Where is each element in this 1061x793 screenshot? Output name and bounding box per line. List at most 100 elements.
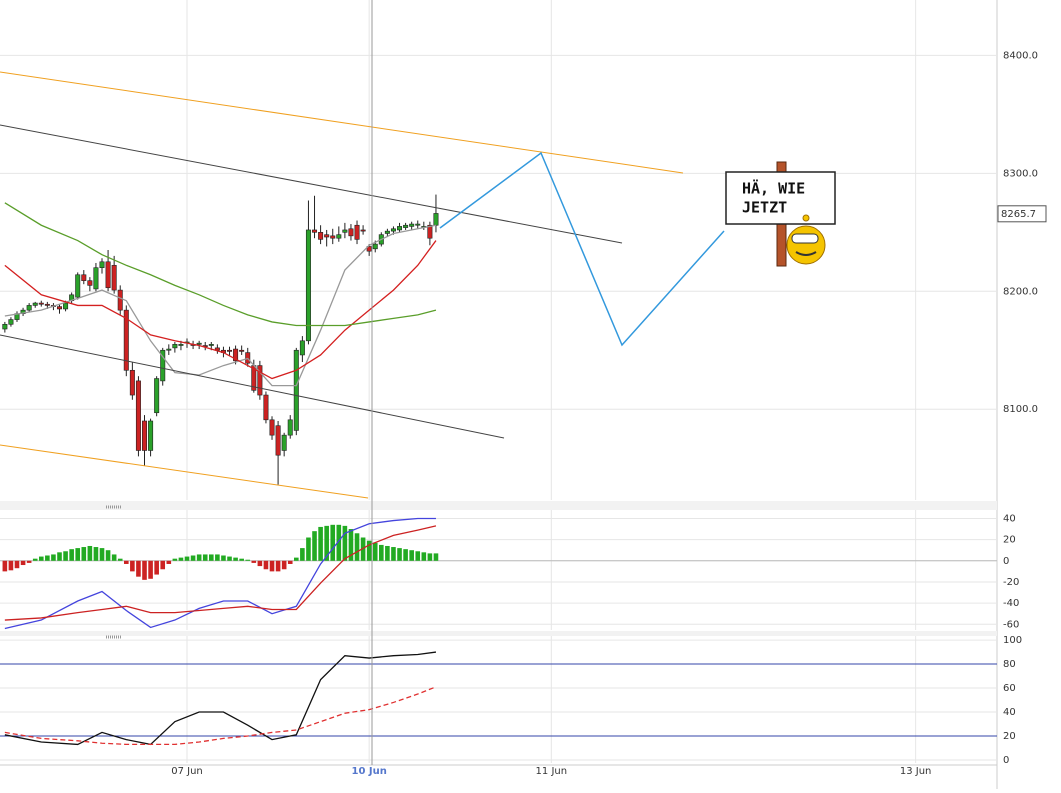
- histogram-bar: [209, 554, 214, 561]
- histogram-bar: [336, 524, 342, 561]
- sign-text: HÄ, WIE: [742, 179, 805, 198]
- histogram-bar: [330, 524, 336, 561]
- histogram-bar: [409, 550, 414, 561]
- candle-body: [342, 229, 348, 233]
- histogram-bar: [415, 551, 421, 561]
- histogram-bar: [360, 537, 366, 561]
- candle-body: [415, 223, 421, 226]
- histogram-bar: [239, 558, 244, 561]
- histogram-bar: [372, 542, 378, 561]
- plot-layer: 07 Jun 10 Jun 11 Jun 13 Jun 8100.0 8200.0 8300…: [0, 0, 1047, 777]
- candle-body: [269, 419, 275, 436]
- candle-body: [105, 261, 111, 289]
- candle-body: [111, 265, 117, 291]
- candle-body: [26, 305, 32, 311]
- candle-body: [354, 224, 360, 240]
- histogram-bar: [184, 556, 190, 561]
- x-tick-label: 10 Jun: [351, 766, 386, 777]
- histogram-bar: [172, 558, 178, 561]
- y-tick-label: 20: [1003, 731, 1016, 742]
- x-tick-label: 07 Jun: [171, 766, 203, 777]
- candle-body: [123, 309, 129, 371]
- candle-body: [63, 302, 69, 310]
- candle-body: [142, 420, 148, 451]
- candle-body: [2, 323, 8, 330]
- y-tick-label: 8400.0: [1003, 50, 1038, 61]
- candle-body: [324, 234, 330, 238]
- histogram-bar: [87, 545, 93, 561]
- indicator-line: [4, 525, 437, 621]
- histogram-bar: [75, 548, 81, 561]
- y-tick-label: 40: [1003, 707, 1016, 718]
- candle-body: [372, 243, 378, 250]
- histogram-bar: [366, 540, 372, 561]
- indicator-line: [4, 240, 437, 380]
- indicator-line: [4, 517, 436, 630]
- histogram-bar: [57, 552, 62, 561]
- histogram-bar: [306, 537, 311, 561]
- histogram-bar: [148, 560, 153, 579]
- histogram-bar: [38, 556, 44, 561]
- projection-line: [439, 151, 725, 347]
- histogram-bar: [433, 553, 439, 561]
- histogram-bar: [233, 557, 238, 561]
- histogram-bar: [32, 558, 38, 561]
- histogram-bar: [269, 560, 275, 572]
- histogram-bar: [166, 560, 172, 564]
- y-tick-label: 20: [1003, 535, 1016, 546]
- histogram-bar: [8, 560, 14, 571]
- histogram-bar: [215, 554, 220, 561]
- candle-body: [81, 274, 87, 281]
- histogram-bar: [324, 525, 329, 561]
- histogram-bar: [202, 554, 208, 561]
- histogram-bar: [160, 560, 166, 570]
- candle-body: [208, 344, 214, 346]
- candle-body: [233, 348, 239, 362]
- smiley-glasses: [791, 233, 819, 244]
- x-tick-label: 13 Jun: [900, 766, 932, 777]
- candle-body: [366, 246, 372, 252]
- y-tick-label: 0: [1003, 755, 1009, 766]
- candle-body: [257, 365, 263, 396]
- histogram-bar: [257, 560, 263, 567]
- candle-body: [227, 349, 233, 352]
- histogram-bar: [403, 549, 408, 561]
- candle-body: [275, 425, 281, 456]
- candle-body: [287, 419, 293, 436]
- histogram-bar: [14, 560, 20, 569]
- candle-body: [44, 303, 50, 306]
- last-price-box: [997, 205, 1047, 223]
- candle-body: [397, 226, 403, 231]
- candle-body: [8, 319, 14, 325]
- candle-body: [160, 349, 166, 382]
- histogram-bar: [154, 560, 159, 575]
- histogram-bar: [69, 549, 74, 561]
- histogram-bar: [123, 560, 129, 564]
- candle-body: [263, 394, 269, 421]
- last-price-label: 8265.7: [1001, 209, 1036, 220]
- candle-body: [178, 344, 184, 346]
- drawings: [0, 0, 725, 765]
- candle-body: [75, 274, 81, 298]
- histogram-bar: [391, 547, 396, 561]
- histogram-bar: [348, 529, 354, 561]
- histogram-bar: [379, 544, 384, 561]
- candle-body: [312, 229, 318, 233]
- candle-body: [129, 369, 135, 396]
- trend-line: [0, 124, 623, 244]
- histogram-bar: [178, 557, 184, 561]
- candle-body: [384, 230, 390, 234]
- candle-body: [390, 228, 396, 232]
- histogram-bar: [117, 558, 123, 561]
- smiley-mouth: [795, 251, 817, 256]
- histogram-bar: [312, 531, 317, 561]
- y-tick-label: 80: [1003, 659, 1016, 670]
- y-tick-label: 60: [1003, 683, 1016, 694]
- sign-text: JETZT: [742, 199, 787, 217]
- histogram-bar: [26, 560, 32, 563]
- trend-line: [0, 334, 505, 439]
- histogram-bar: [63, 551, 68, 561]
- trend-line: [0, 71, 684, 174]
